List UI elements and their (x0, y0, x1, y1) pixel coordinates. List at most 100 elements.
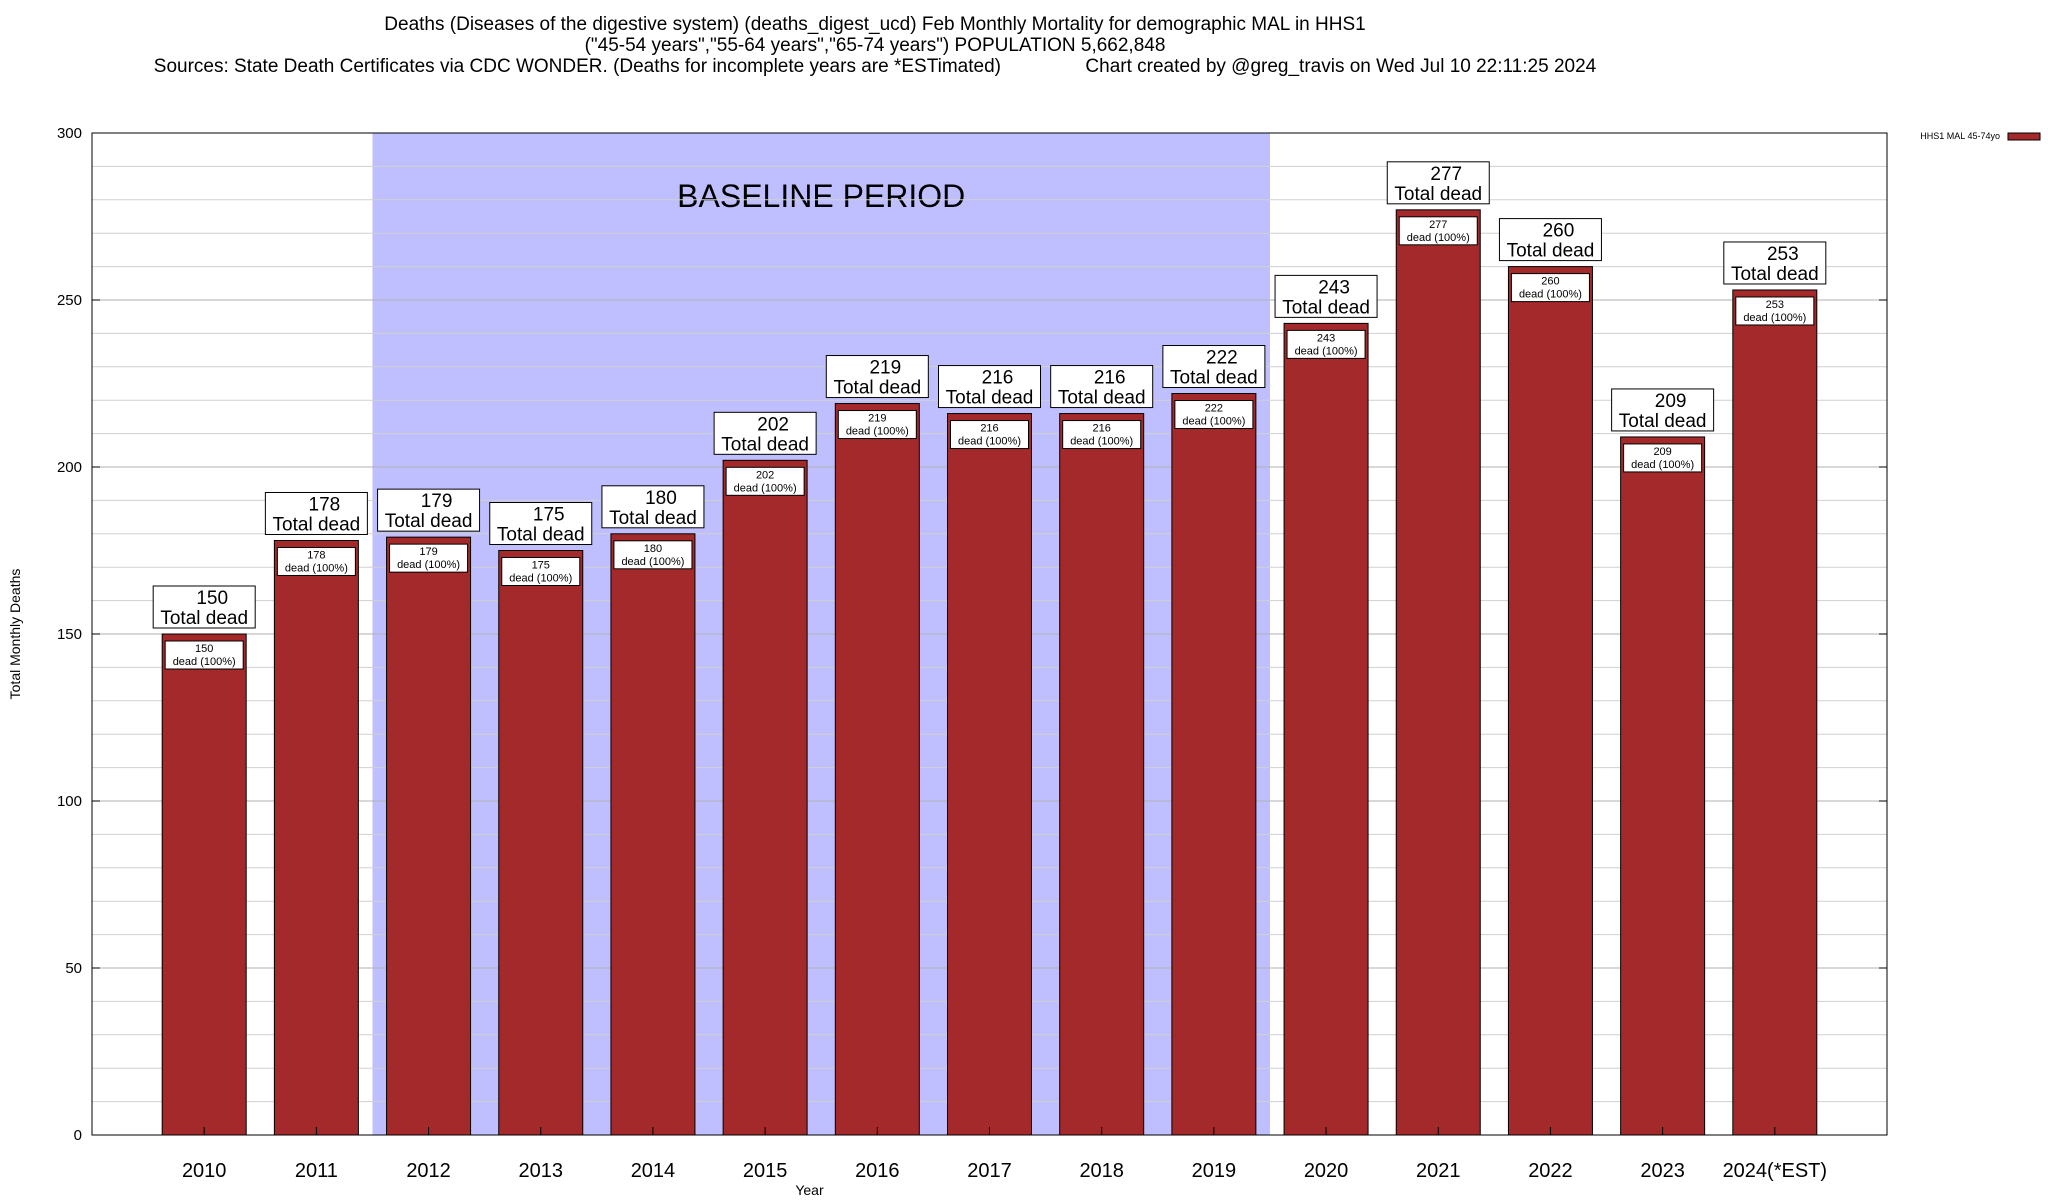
bar-inner-percent-label: dead (100%) (397, 559, 460, 571)
total-dead-text-label: Total dead (1170, 368, 1258, 389)
bar (161, 633, 247, 1136)
total-dead-value-label: 243 (1318, 277, 1350, 298)
x-tick-label: 2012 (406, 1160, 451, 1182)
total-dead-label-box (152, 585, 256, 629)
bar (1283, 322, 1369, 1136)
bar (1059, 413, 1145, 1136)
bar-inner-value-label: 222 (1205, 403, 1223, 415)
plot-frame (91, 132, 1888, 1136)
bar-inner-label-box (1623, 443, 1703, 473)
total-dead-label-box (938, 365, 1041, 409)
total-dead-value-label: 216 (982, 368, 1014, 389)
y-tick-label: 250 (57, 292, 82, 309)
x-axis-title: Year (795, 1182, 824, 1198)
bar-inner-value-label: 253 (1766, 299, 1784, 311)
x-tick-label: 2017 (967, 1160, 1012, 1182)
y-tick-label: 200 (57, 459, 82, 476)
bar-inner-percent-label: dead (100%) (958, 436, 1021, 448)
total-dead-label-box (1611, 388, 1715, 432)
bar-inner-label-box (389, 543, 469, 573)
x-tick-label: 2020 (1304, 1160, 1349, 1182)
y-tick-label: 150 (57, 626, 82, 643)
total-dead-value-label: 277 (1430, 164, 1462, 185)
total-dead-text-label: Total dead (497, 525, 585, 546)
x-tick-label: 2010 (182, 1160, 227, 1182)
bar-inner-value-label: 216 (1093, 423, 1111, 435)
total-dead-text-label: Total dead (609, 508, 697, 529)
bar-inner-percent-label: dead (100%) (509, 573, 572, 585)
total-dead-value-label: 209 (1655, 391, 1687, 412)
bar-inner-label-box (1174, 400, 1254, 430)
total-dead-text-label: Total dead (833, 378, 921, 399)
total-dead-value-label: 202 (757, 414, 789, 435)
bar-inner-value-label: 175 (532, 560, 550, 572)
total-dead-label-box (1162, 345, 1266, 389)
bar-inner-percent-label: dead (100%) (734, 482, 797, 494)
bar (1507, 266, 1593, 1136)
bar (610, 533, 696, 1136)
bar-inner-value-label: 179 (419, 546, 437, 558)
bar-inner-percent-label: dead (100%) (1743, 312, 1806, 324)
bar-inner-label-box (613, 540, 693, 570)
bar (834, 403, 920, 1136)
bar-inner-value-label: 202 (756, 469, 774, 481)
total-dead-value-label: 260 (1543, 221, 1575, 242)
bar-inner-percent-label: dead (100%) (285, 562, 348, 574)
bar-inner-label-box (501, 557, 581, 586)
bar (947, 413, 1032, 1136)
total-dead-label-box (1498, 218, 1602, 262)
bar-inner-value-label: 260 (1541, 276, 1559, 288)
bar (386, 536, 472, 1136)
bar-inner-percent-label: dead (100%) (1070, 436, 1133, 448)
bar-inner-label-box (1510, 273, 1590, 303)
bar-inner-label-box (1286, 329, 1366, 359)
x-tick-label: 2014 (631, 1160, 676, 1182)
bar-inner-label-box (1062, 420, 1142, 450)
legend-swatch (2007, 132, 2041, 141)
bar-inner-percent-label: dead (100%) (173, 656, 236, 668)
bar (1620, 436, 1706, 1136)
total-dead-label-box (1050, 365, 1154, 409)
bar-inner-label-box (837, 410, 917, 440)
total-dead-value-label: 178 (309, 494, 341, 515)
chart-title: Deaths (Diseases of the digestive system… (384, 14, 1366, 35)
total-dead-label-box (713, 411, 817, 455)
bar-inner-value-label: 277 (1429, 219, 1447, 231)
bar-inner-value-label: 216 (980, 423, 998, 435)
total-dead-value-label: 253 (1767, 244, 1799, 265)
total-dead-value-label: 180 (645, 488, 677, 509)
bar-inner-value-label: 150 (195, 643, 213, 655)
total-dead-label-box (1274, 274, 1378, 318)
total-dead-text-label: Total dead (1731, 264, 1819, 285)
chart-subtitle: ("45-54 years","55-64 years","65-74 year… (584, 35, 1166, 56)
x-tick-label: 2018 (1079, 1160, 1124, 1182)
legend-label: HHS1 MAL 45-74yo (1920, 131, 2000, 141)
bar-inner-label-box (1735, 296, 1815, 326)
chart-source-line: Sources: State Death Certificates via CD… (153, 56, 1597, 77)
y-tick-label: 50 (65, 960, 82, 977)
y-tick-label: 100 (57, 793, 82, 810)
total-dead-text-label: Total dead (946, 388, 1034, 409)
bar-inner-percent-label: dead (100%) (621, 556, 684, 568)
bar-inner-percent-label: dead (100%) (1182, 416, 1245, 428)
total-dead-text-label: Total dead (1394, 184, 1482, 205)
total-dead-label-box (1386, 161, 1490, 205)
x-tick-label: 2016 (855, 1160, 900, 1182)
bar-inner-value-label: 219 (868, 413, 886, 425)
total-dead-text-label: Total dead (160, 608, 248, 629)
x-tick-label: 2022 (1528, 1160, 1573, 1182)
bar (1395, 209, 1481, 1136)
bar (273, 539, 359, 1136)
total-dead-text-label: Total dead (721, 434, 809, 455)
total-dead-text-label: Total dead (1619, 411, 1707, 432)
total-dead-label-box (489, 502, 593, 545)
total-dead-label-box (264, 491, 368, 535)
bar-inner-percent-label: dead (100%) (1407, 232, 1470, 244)
baseline-period-label: BASELINE PERIOD (677, 178, 965, 214)
x-tick-label: 2023 (1640, 1160, 1685, 1182)
total-dead-value-label: 179 (421, 491, 453, 512)
bar (498, 550, 584, 1136)
bar-inner-value-label: 178 (307, 549, 325, 561)
bar-inner-label-box (164, 640, 244, 670)
